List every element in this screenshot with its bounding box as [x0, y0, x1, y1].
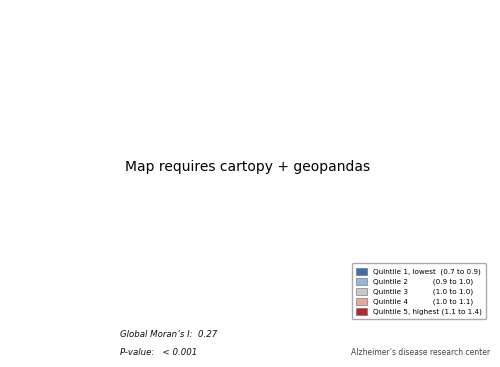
Text: P-value:   < 0.001: P-value: < 0.001: [120, 348, 197, 357]
Text: Global Moran’s I:  0.27: Global Moran’s I: 0.27: [120, 330, 217, 339]
Legend: Quintile 1, lowest  (0.7 to 0.9), Quintile 2           (0.9 to 1.0), Quintile 3 : Quintile 1, lowest (0.7 to 0.9), Quintil…: [352, 264, 486, 319]
Text: Map requires cartopy + geopandas: Map requires cartopy + geopandas: [125, 160, 370, 174]
Text: Alzheimer’s disease research center: Alzheimer’s disease research center: [351, 348, 490, 357]
